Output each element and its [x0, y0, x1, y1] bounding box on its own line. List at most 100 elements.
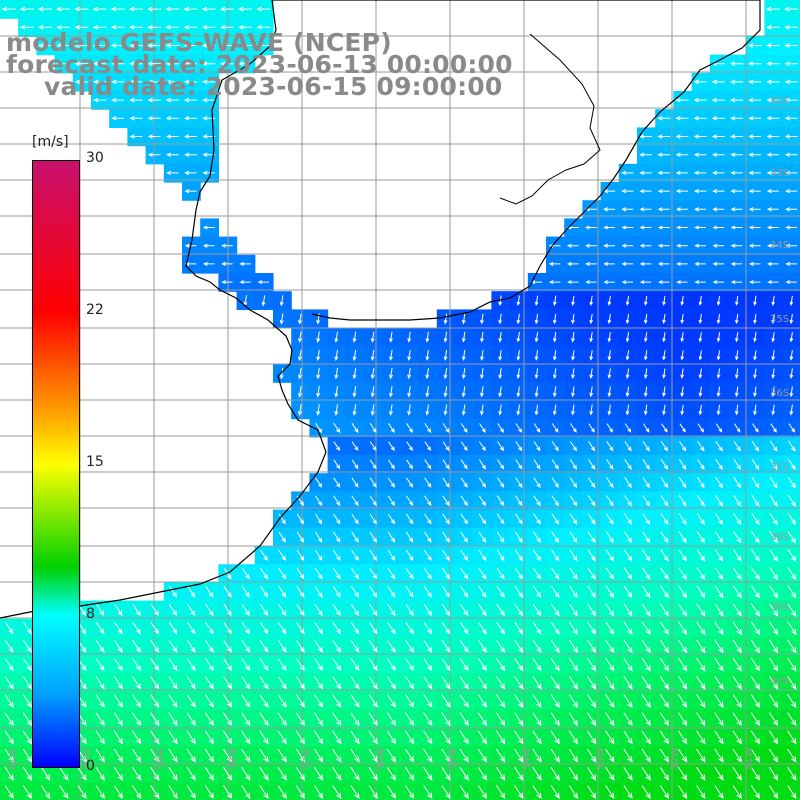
wind-arrow [785, 261, 797, 266]
wind-arrow [201, 6, 216, 12]
wind-arrow [693, 79, 707, 85]
wind-arrow [641, 657, 651, 672]
wind-arrow [184, 188, 197, 194]
wind-arrow [734, 368, 739, 379]
wind-arrow [714, 585, 724, 599]
wind-arrow [295, 748, 306, 763]
wind-arrow [350, 585, 360, 598]
wind-arrow [296, 531, 305, 543]
wind-arrow [150, 748, 160, 763]
wind-arrow [607, 350, 612, 361]
wind-arrow [659, 639, 670, 654]
wind-arrow [730, 280, 743, 285]
wind-arrow [4, 676, 14, 690]
wind-arrow [423, 658, 433, 672]
wind-arrow [386, 785, 397, 799]
wind-arrow [259, 766, 269, 781]
wind-arrow [514, 639, 524, 653]
wind-arrow [588, 441, 596, 452]
wind-arrow [697, 440, 705, 452]
wind-arrow [259, 604, 269, 617]
wind-arrow [295, 766, 306, 781]
wind-arrow [423, 694, 433, 708]
wind-arrow [551, 441, 559, 452]
wind-arrow [732, 603, 742, 617]
wind-arrow [659, 694, 670, 708]
wind-arrow [696, 730, 706, 745]
wind-arrow [642, 495, 651, 507]
colorbar-tick-22: 22 [86, 302, 104, 318]
wind-arrow [552, 368, 557, 380]
wind-arrow [202, 170, 215, 176]
wind-arrow [550, 766, 560, 781]
wind-arrow [678, 477, 687, 489]
wind-arrow [496, 567, 505, 580]
wind-arrow [351, 441, 359, 452]
wind-arrow [766, 170, 780, 176]
wind-arrow [314, 640, 323, 653]
wind-arrow [352, 367, 357, 380]
wind-arrow [693, 134, 707, 139]
wind-arrow [406, 441, 413, 452]
wind-vectors [1, 6, 799, 799]
wind-arrow [351, 513, 359, 525]
wind-arrow [259, 676, 269, 690]
wind-arrow [259, 622, 269, 635]
wind-arrow [387, 585, 396, 598]
wind-arrow [222, 712, 233, 727]
wind-arrow [204, 658, 214, 672]
wind-arrow [569, 603, 578, 617]
wind-arrow [714, 639, 724, 654]
wind-arrow [147, 24, 161, 30]
wind-arrow [132, 622, 141, 635]
wind-arrow [368, 658, 378, 672]
wind-arrow [461, 368, 466, 380]
wind-arrow [676, 243, 688, 248]
wind-arrow [716, 404, 721, 416]
wind-arrow [387, 640, 396, 653]
wind-arrow [568, 675, 579, 690]
wind-arrow [748, 134, 762, 139]
wind-arrow [168, 730, 178, 745]
wind-arrow [352, 331, 357, 343]
wind-arrow [128, 6, 143, 12]
wind-arrow [657, 116, 671, 121]
wind-arrow [441, 748, 451, 763]
wind-arrow [569, 567, 578, 580]
wind-arrow [769, 531, 778, 544]
wind-arrow [241, 748, 251, 763]
wind-arrow [698, 368, 703, 379]
wind-arrow [241, 604, 250, 617]
wind-arrow [680, 332, 685, 343]
wind-arrow [533, 531, 541, 543]
wind-arrow [496, 495, 505, 507]
wind-arrow [625, 350, 630, 361]
wind-arrow [698, 350, 703, 361]
wind-arrow [388, 404, 394, 416]
wind-arrow [753, 295, 757, 306]
wind-arrow [789, 368, 794, 379]
wind-arrow [750, 675, 761, 690]
wind-arrow [441, 622, 451, 635]
wind-arrow [404, 766, 415, 781]
wind-arrow [641, 585, 651, 599]
wind-arrow [477, 712, 488, 727]
wind-arrow [150, 766, 160, 781]
wind-arrow [332, 622, 342, 635]
wind-arrow [787, 730, 797, 745]
wind-arrow [442, 441, 450, 452]
wind-arrow [587, 549, 596, 562]
wind-arrow [77, 785, 87, 799]
wind-arrow [461, 404, 466, 416]
wind-arrow [370, 367, 375, 380]
wind-arrow [659, 603, 669, 617]
wind-arrow [696, 766, 706, 781]
wind-arrow [696, 694, 706, 708]
wind-arrow [623, 675, 633, 690]
wind-arrow [548, 280, 561, 285]
latitude-label: 37S [770, 462, 789, 473]
wind-arrow [369, 531, 377, 543]
wind-arrow [514, 694, 524, 708]
wind-arrow [784, 116, 798, 121]
wind-arrow [732, 549, 742, 562]
